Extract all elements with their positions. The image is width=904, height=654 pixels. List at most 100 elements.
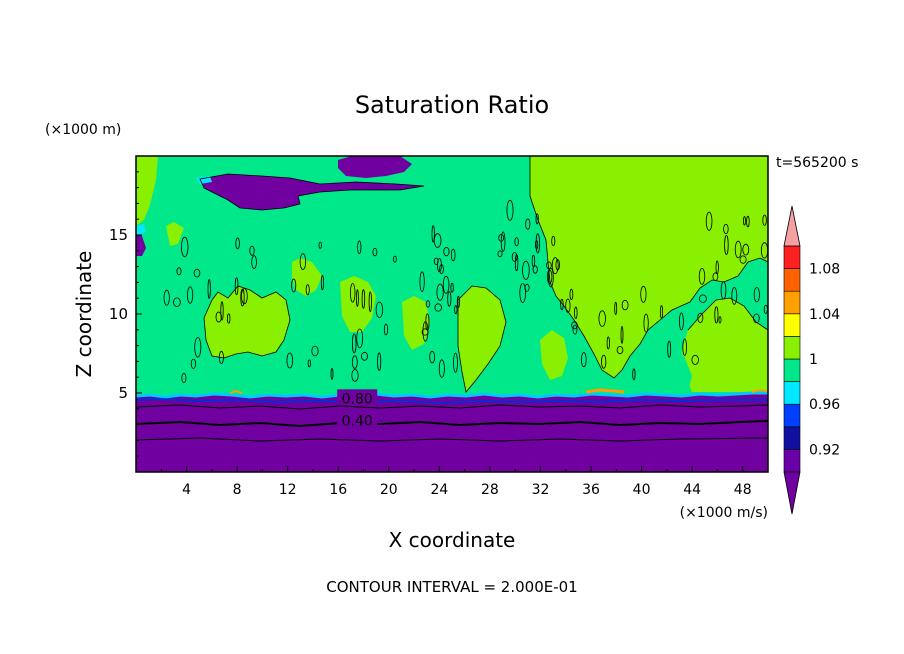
contour-speckle <box>532 265 538 274</box>
contour-speckle <box>450 248 456 262</box>
colorbar-swatch <box>783 313 801 337</box>
contour-speckle <box>555 259 560 271</box>
y-axis: 5 10 15 <box>109 171 142 457</box>
contour-speckle <box>218 350 224 364</box>
field-region-boundary-layer <box>136 394 768 472</box>
heatmap-field <box>136 156 768 472</box>
field-region-high <box>292 258 322 296</box>
x-axis: 4 8 12 16 20 24 28 32 36 40 44 48 <box>160 466 752 498</box>
x-tick-label: 8 <box>233 482 242 498</box>
contour-speckle <box>667 340 672 358</box>
colorbar-tick-label: 0.96 <box>809 397 840 413</box>
contour-speckle <box>207 279 211 299</box>
contour-speckle <box>522 260 530 280</box>
contour-speckle <box>176 267 182 276</box>
field-region-high <box>136 156 158 226</box>
contour-speckle <box>714 306 719 324</box>
colorbar-swatch <box>783 449 801 473</box>
contour-speckle <box>307 359 311 368</box>
contour-speckle <box>241 288 248 305</box>
contour-speckle <box>431 225 435 243</box>
contour-label: 0.80 <box>342 391 373 407</box>
x-tick-label: 16 <box>329 482 347 498</box>
contour-speckle <box>519 283 526 303</box>
contour-speckle <box>187 286 194 304</box>
contour-speckle <box>442 275 450 294</box>
contour-speckle <box>439 264 444 275</box>
x-unit-label: (×1000 m/s) <box>680 505 768 521</box>
field-region-high <box>610 312 630 338</box>
contour-speckle <box>571 321 578 330</box>
contour-speckle <box>351 369 359 382</box>
x-tick-label: 48 <box>734 482 752 498</box>
x-tick-label: 12 <box>279 482 297 498</box>
colorbar-swatch <box>783 290 801 315</box>
contour-speckle <box>715 260 719 275</box>
contour-speckle <box>731 287 738 305</box>
contour-speckle <box>357 240 362 255</box>
contour-speckle <box>621 299 629 311</box>
contour-speckle <box>699 294 707 303</box>
contour-speckle <box>565 298 571 313</box>
contour-speckle <box>352 333 357 354</box>
contour-speckle <box>419 271 425 293</box>
contour-speckle <box>383 323 389 336</box>
field-edge-line <box>751 388 768 393</box>
contour-speckle <box>660 305 664 319</box>
field-region-dry <box>338 156 412 178</box>
contour-label: 0.40 <box>342 413 373 429</box>
field-edge-line <box>585 388 625 394</box>
contour-speckle <box>546 261 552 270</box>
contour-speckle <box>180 236 189 258</box>
contour-speckle <box>425 300 431 308</box>
contour-speckle <box>356 328 364 349</box>
colorbar-swatch <box>783 336 801 360</box>
contour-speckle <box>330 367 334 380</box>
contour-speckle <box>734 240 742 259</box>
contour-speckle <box>436 258 442 273</box>
contour-speckle <box>355 289 359 307</box>
contour-speckle <box>234 277 239 296</box>
contour-line <box>136 420 768 428</box>
contour-speckle <box>743 216 746 226</box>
contour-speckle <box>712 272 719 281</box>
contour-speckle <box>551 257 559 275</box>
y-tick-label: 5 <box>118 384 128 402</box>
contour-speckle <box>190 358 196 369</box>
contour-speckle <box>551 235 556 247</box>
contour-speckle <box>546 269 553 284</box>
contour-speckle <box>436 283 444 301</box>
contour-speckle <box>453 352 458 373</box>
contour-speckle <box>434 303 442 312</box>
field-edge-line <box>136 397 768 405</box>
x-tick-label: 32 <box>532 482 550 498</box>
contour-speckle <box>762 214 767 226</box>
contour-label-bg <box>337 411 378 428</box>
contour-speckle <box>697 312 704 323</box>
contour-labels: 0.80 0.40 <box>337 389 378 429</box>
colorbar-under-arrow <box>783 471 801 515</box>
field-region-high <box>540 330 568 380</box>
contour-speckle <box>249 245 255 256</box>
contour-speckle <box>215 311 222 323</box>
contour-speckle <box>720 281 727 300</box>
contour-speckle <box>286 352 294 369</box>
contour-speckle <box>433 257 439 265</box>
contour-speckle <box>240 288 245 307</box>
field-region-dry <box>136 232 146 256</box>
colorbar-swatch <box>783 268 801 292</box>
contour-speckle <box>350 283 356 303</box>
contour-speckle <box>691 354 699 365</box>
contour-speckle <box>429 350 436 364</box>
contour-speckle <box>606 336 610 350</box>
contour-speckle <box>454 305 458 315</box>
contour-speckle <box>574 306 578 320</box>
field-region-edge <box>196 176 212 184</box>
contour-speckle <box>393 255 397 263</box>
contour-speckle <box>698 268 706 285</box>
contour-speckle <box>569 288 574 301</box>
contour-speckle <box>497 250 503 258</box>
contour-speckle <box>360 351 368 361</box>
contour-speckle <box>724 235 729 255</box>
